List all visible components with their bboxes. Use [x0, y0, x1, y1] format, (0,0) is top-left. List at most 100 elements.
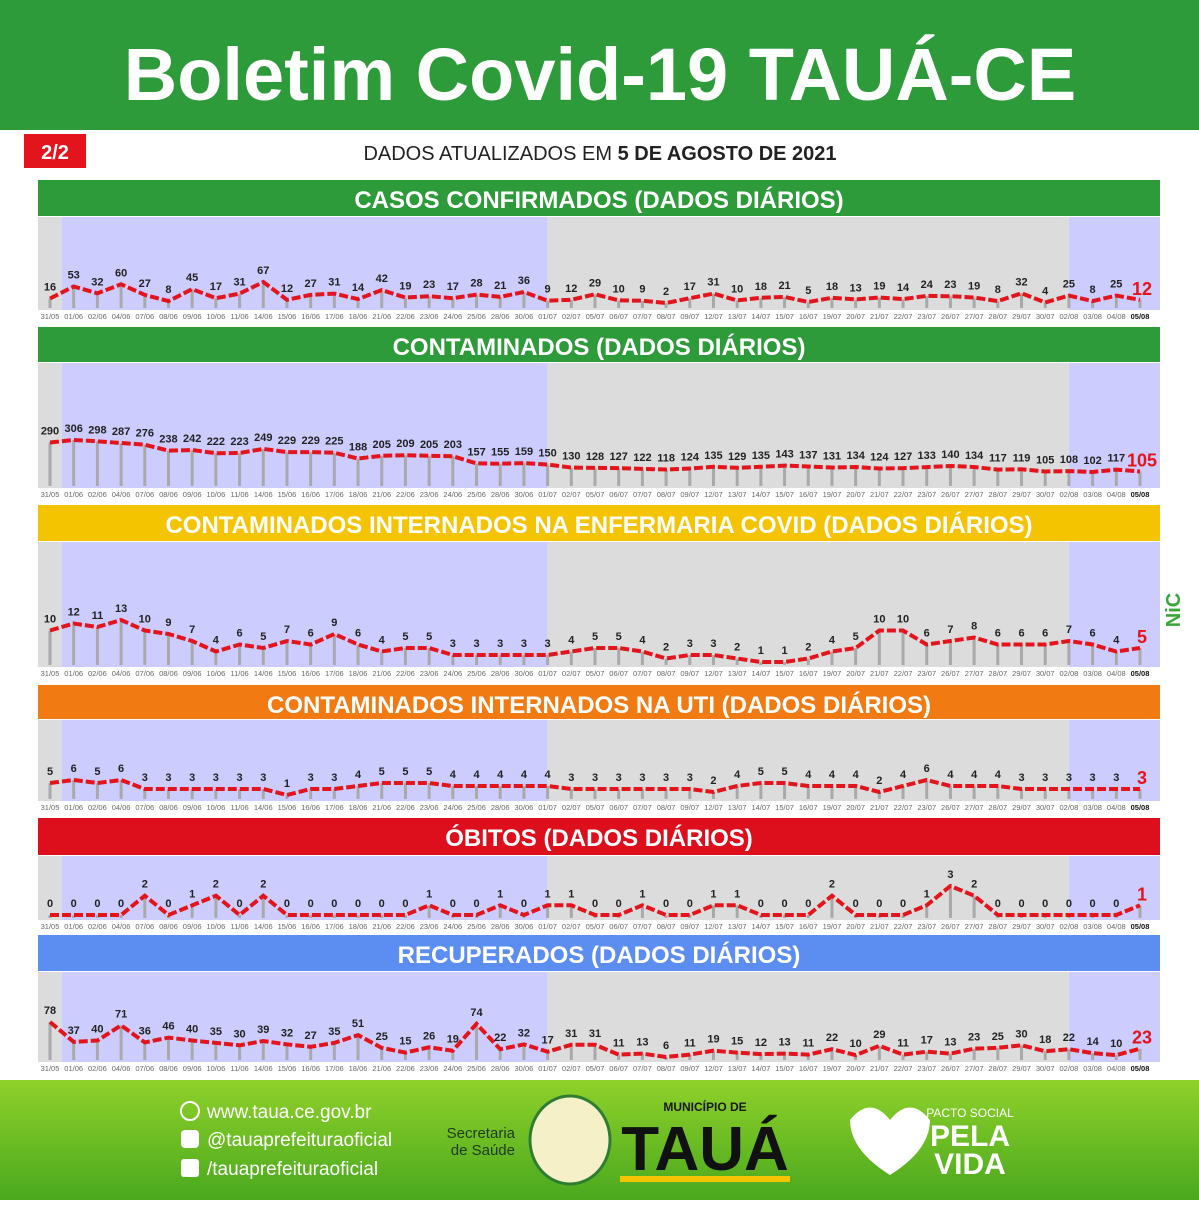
x-tick-label: 02/07: [562, 1064, 581, 1073]
value-label: 2: [829, 879, 835, 891]
x-tick-label: 16/06: [301, 803, 320, 812]
instagram-icon: [181, 1130, 199, 1148]
value-label: 10: [613, 283, 625, 295]
x-tick-label: 14/06: [254, 669, 273, 678]
value-label: 1: [758, 645, 764, 657]
value-label: 203: [444, 439, 462, 451]
value-label: 223: [230, 436, 248, 448]
value-label: 0: [876, 898, 882, 910]
chart-title: CASOS CONFIRMADOS (DADOS DIÁRIOS): [354, 186, 843, 214]
x-tick-label: 29/07: [1012, 803, 1031, 812]
x-tick-label: 21/06: [372, 669, 391, 678]
x-tick-label: 11/06: [230, 312, 248, 321]
x-tick-label: 08/07: [657, 803, 676, 812]
x-tick-label: 07/07: [633, 490, 652, 499]
plot-bottom: [38, 1062, 1160, 1076]
value-label: 32: [91, 276, 103, 288]
x-tick-label: 30/07: [1036, 922, 1055, 931]
value-label: 8: [971, 621, 977, 633]
secretaria-line: Secretaria: [447, 1125, 516, 1142]
x-tick-label: 03/08: [1083, 669, 1102, 678]
value-label: 2: [213, 879, 219, 891]
value-label: 0: [1042, 898, 1048, 910]
value-label: 6: [308, 628, 314, 640]
value-label: 4: [1113, 635, 1120, 647]
x-tick-label: 01/06: [64, 490, 83, 499]
x-tick-label: 30/07: [1036, 803, 1055, 812]
x-tick-label: 08/06: [159, 1064, 178, 1073]
plot-band: [1068, 217, 1160, 310]
value-label: 5: [805, 285, 811, 297]
value-label: 1: [1137, 884, 1147, 904]
x-tick-label: 09/06: [183, 669, 202, 678]
value-label: 60: [115, 267, 127, 279]
value-label: 134: [846, 450, 865, 462]
value-label: 1: [924, 888, 930, 900]
value-label: 119: [1013, 452, 1031, 464]
x-tick-label: 06/07: [609, 803, 628, 812]
x-tick-label: 06/07: [609, 1064, 628, 1073]
value-label: 17: [210, 281, 222, 293]
x-tick-label: 20/07: [846, 922, 865, 931]
value-label: 12: [755, 1037, 767, 1049]
x-tick-label: 29/07: [1012, 669, 1031, 678]
x-tick-label: 18/06: [349, 669, 368, 678]
value-label: 3: [213, 772, 219, 784]
x-tick-label: 02/08: [1060, 669, 1079, 678]
value-label: 4: [947, 769, 954, 781]
x-tick-label: 31/05: [41, 669, 60, 678]
x-tick-label: 02/07: [562, 922, 581, 931]
x-tick-label: 04/08: [1107, 922, 1126, 931]
value-label: 6: [71, 763, 77, 775]
value-label: 23: [1132, 1028, 1152, 1048]
value-label: 0: [1018, 898, 1024, 910]
value-label: 128: [586, 451, 604, 463]
x-tick-label: 05/08: [1131, 1064, 1150, 1073]
x-tick-label: 14/06: [254, 312, 273, 321]
x-tick-label: 14/06: [254, 803, 273, 812]
value-label: 0: [1066, 898, 1072, 910]
x-tick-label: 01/06: [64, 803, 83, 812]
x-tick-label: 15/07: [775, 669, 794, 678]
value-label: 3: [521, 638, 527, 650]
x-tick-label: 11/06: [230, 922, 248, 931]
x-tick-label: 31/05: [41, 922, 60, 931]
x-tick-label: 14/07: [751, 312, 770, 321]
value-label: 6: [924, 628, 930, 640]
x-tick-label: 06/07: [609, 922, 628, 931]
value-label: 2: [663, 642, 669, 654]
x-tick-label: 30/07: [1036, 669, 1055, 678]
x-tick-label: 02/06: [88, 490, 107, 499]
x-tick-label: 21/06: [372, 490, 391, 499]
value-label: 140: [941, 449, 959, 461]
value-label: 1: [782, 645, 788, 657]
value-label: 0: [1090, 898, 1096, 910]
x-tick-label: 05/08: [1131, 490, 1150, 499]
value-label: 0: [450, 898, 456, 910]
x-tick-label: 29/07: [1012, 490, 1031, 499]
value-label: 13: [944, 1037, 956, 1049]
x-tick-label: 09/07: [680, 490, 699, 499]
value-label: 4: [971, 769, 978, 781]
x-tick-label: 15/06: [278, 312, 297, 321]
x-tick-label: 22/06: [396, 312, 415, 321]
value-label: 6: [1018, 628, 1024, 640]
value-label: 5: [47, 766, 53, 778]
value-label: 26: [423, 1030, 435, 1042]
value-label: 150: [538, 447, 556, 459]
x-tick-label: 13/07: [728, 1064, 747, 1073]
value-label: 4: [473, 769, 480, 781]
x-tick-label: 30/07: [1036, 490, 1055, 499]
x-tick-label: 26/07: [941, 490, 960, 499]
value-label: 0: [995, 898, 1001, 910]
x-tick-label: 08/07: [657, 490, 676, 499]
x-tick-label: 21/07: [870, 490, 889, 499]
badge-text: 2/2: [41, 142, 69, 164]
value-label: 19: [447, 1034, 459, 1046]
value-label: 3: [545, 638, 551, 650]
value-label: 0: [592, 898, 598, 910]
value-label: 25: [1110, 279, 1122, 291]
x-tick-label: 31/05: [41, 490, 60, 499]
plot-bottom: [38, 488, 1160, 502]
